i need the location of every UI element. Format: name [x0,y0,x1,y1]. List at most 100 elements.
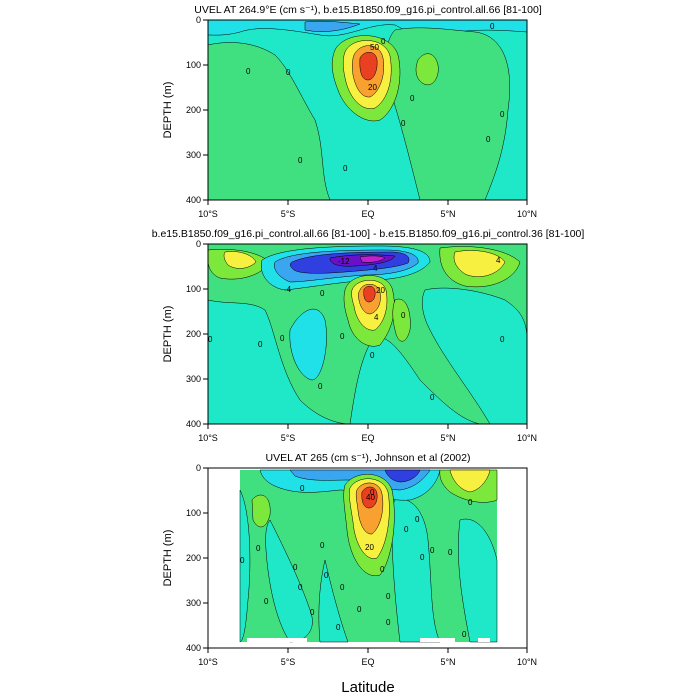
panel-2-mid-cyan [289,309,327,381]
panel-2-eastward-tongue [392,298,411,342]
y-tick-label: 400 [186,195,201,205]
panel-2-lower-cyan-2 [349,337,481,424]
panel-1-title: UVEL AT 264.9°E (cm s⁻¹), b.e15.B1850.f0… [194,4,542,16]
panel-2-east-cyan [422,287,527,424]
contour-label: 0 [340,332,345,341]
y-tick-label: 300 [186,374,201,384]
panel-2: b.e15.B1850.f09_g16.pi_control.all.66 [8… [152,228,585,443]
contour-label: 0 [320,541,325,550]
contour-label: 0 [448,548,453,557]
contour-label: 0 [462,630,467,639]
y-tick-label: 200 [186,553,201,563]
contour-label: 0 [370,351,375,360]
contour-label: 0 [318,382,323,391]
contour-label: 0 [324,571,329,580]
panel-1-surface-westward-core [304,20,361,32]
panel-2-euc-core [363,286,376,303]
panel-1-field [208,20,527,200]
contour-label: 40 [366,493,375,502]
contour-label: 0 [401,119,406,128]
panel-1-x-axis: 10°S 5°S EQ 5°N 10°N [198,209,537,219]
contour-label: 0 [500,335,505,344]
panel-1-y-axis: 0 100 200 300 400 DEPTH (m) [162,15,201,205]
panel-3-x-axis: 10°S 5°S EQ 5°N 10°N Latitude [198,657,537,696]
contour-label: 0 [401,311,406,320]
contour-label: 0 [357,605,362,614]
panel-1-ticks [203,19,528,205]
panel-1-eastward-band-south [208,42,331,200]
contour-label: 0 [208,335,213,344]
contour-label: 0 [410,94,415,103]
contour-label: 0 [490,22,495,31]
x-tick-label: 10°S [198,657,218,667]
contour-label: -4 [284,285,292,294]
contour-label: 0 [286,68,291,77]
panel-3-surface-westward-strong [384,469,421,483]
contour-label: 0 [298,156,303,165]
y-tick-label: 400 [186,643,201,653]
contour-label: 0 [293,563,298,572]
contour-label: 0 [280,334,285,343]
contour-label: 0 [320,289,325,298]
panel-3-missing-gap [478,638,490,642]
contour-label: 0 [404,525,409,534]
x-tick-label: EQ [361,433,374,443]
x-tick-label: 10°S [198,433,218,443]
y-tick-label: 0 [196,15,201,25]
panel-2-ylabel: DEPTH (m) [162,306,174,363]
panel-3-ylabel: DEPTH (m) [162,530,174,587]
x-tick-label: 10°S [198,209,218,219]
x-tick-label: 5°N [440,209,455,219]
panel-3-eastward-west [251,494,271,528]
x-tick-label: 10°N [517,209,537,219]
contour-label: 0 [415,515,420,524]
panel-3-field [208,468,527,648]
contour-label: 0 [310,608,315,617]
panel-3-missing-gap [420,638,455,642]
panel-1-ylabel: DEPTH (m) [162,82,174,139]
panel-3-euc-core [361,486,378,509]
contour-label: 50 [370,43,379,52]
panel-2-westward-max [359,255,386,263]
contour-label: 0 [386,618,391,627]
contour-label: 20 [368,83,377,92]
contour-label: -12 [338,257,350,266]
panel-3-surface-eastward-east-core [449,469,491,493]
panel-3-cyan-far-east [458,518,498,643]
x-tick-label: 5°N [440,657,455,667]
contour-label: 0 [256,544,261,553]
panel-3-title: UVEL AT 265 (cm s⁻¹), Johnson et al (200… [266,452,471,464]
x-tick-label: 5°S [281,209,296,219]
x-tick-label: 10°N [517,433,537,443]
contour-label: 0 [340,583,345,592]
panel-1-contour-labels: 0 0 0 0 0 0 0 0 0 0 50 20 [246,22,505,173]
panel-1: UVEL AT 264.9°E (cm s⁻¹), b.e15.B1850.f0… [162,4,542,219]
contour-label: 0 [258,340,263,349]
panel-2-title: b.e15.B1850.f09_g16.pi_control.all.66 [8… [152,228,585,240]
y-tick-label: 0 [196,463,201,473]
y-tick-label: 100 [186,508,201,518]
panel-1-euc-core [359,52,378,81]
panel-2-field [208,244,527,424]
contour-label: 0 [300,484,305,493]
panel-3: UVEL AT 265 (cm s⁻¹), Johnson et al (200… [162,452,537,696]
y-tick-label: 100 [186,60,201,70]
panel-3-ticks [203,467,528,653]
contour-label: 0 [500,110,505,119]
contour-label: 0 [386,592,391,601]
panel-3-cyan-west [239,489,251,643]
x-tick-label: 5°N [440,433,455,443]
contour-label: 4 [374,313,379,322]
contour-label: 0 [380,565,385,574]
x-tick-label: EQ [361,209,374,219]
contour-label: 0 [468,498,473,507]
panel-3-cyan-mid2 [318,559,349,643]
contour-label: 0 [343,164,348,173]
x-tick-label: 10°N [517,657,537,667]
contour-label: 4 [496,256,501,265]
contour-label: 0 [420,553,425,562]
contour-label: 0 [298,583,303,592]
panel-2-contour-labels: -12 -4 4 4 0 0 0 0 0 0 0 0 0 0 20 4 [208,256,505,402]
panel-1-eastward-north-core [415,53,439,86]
